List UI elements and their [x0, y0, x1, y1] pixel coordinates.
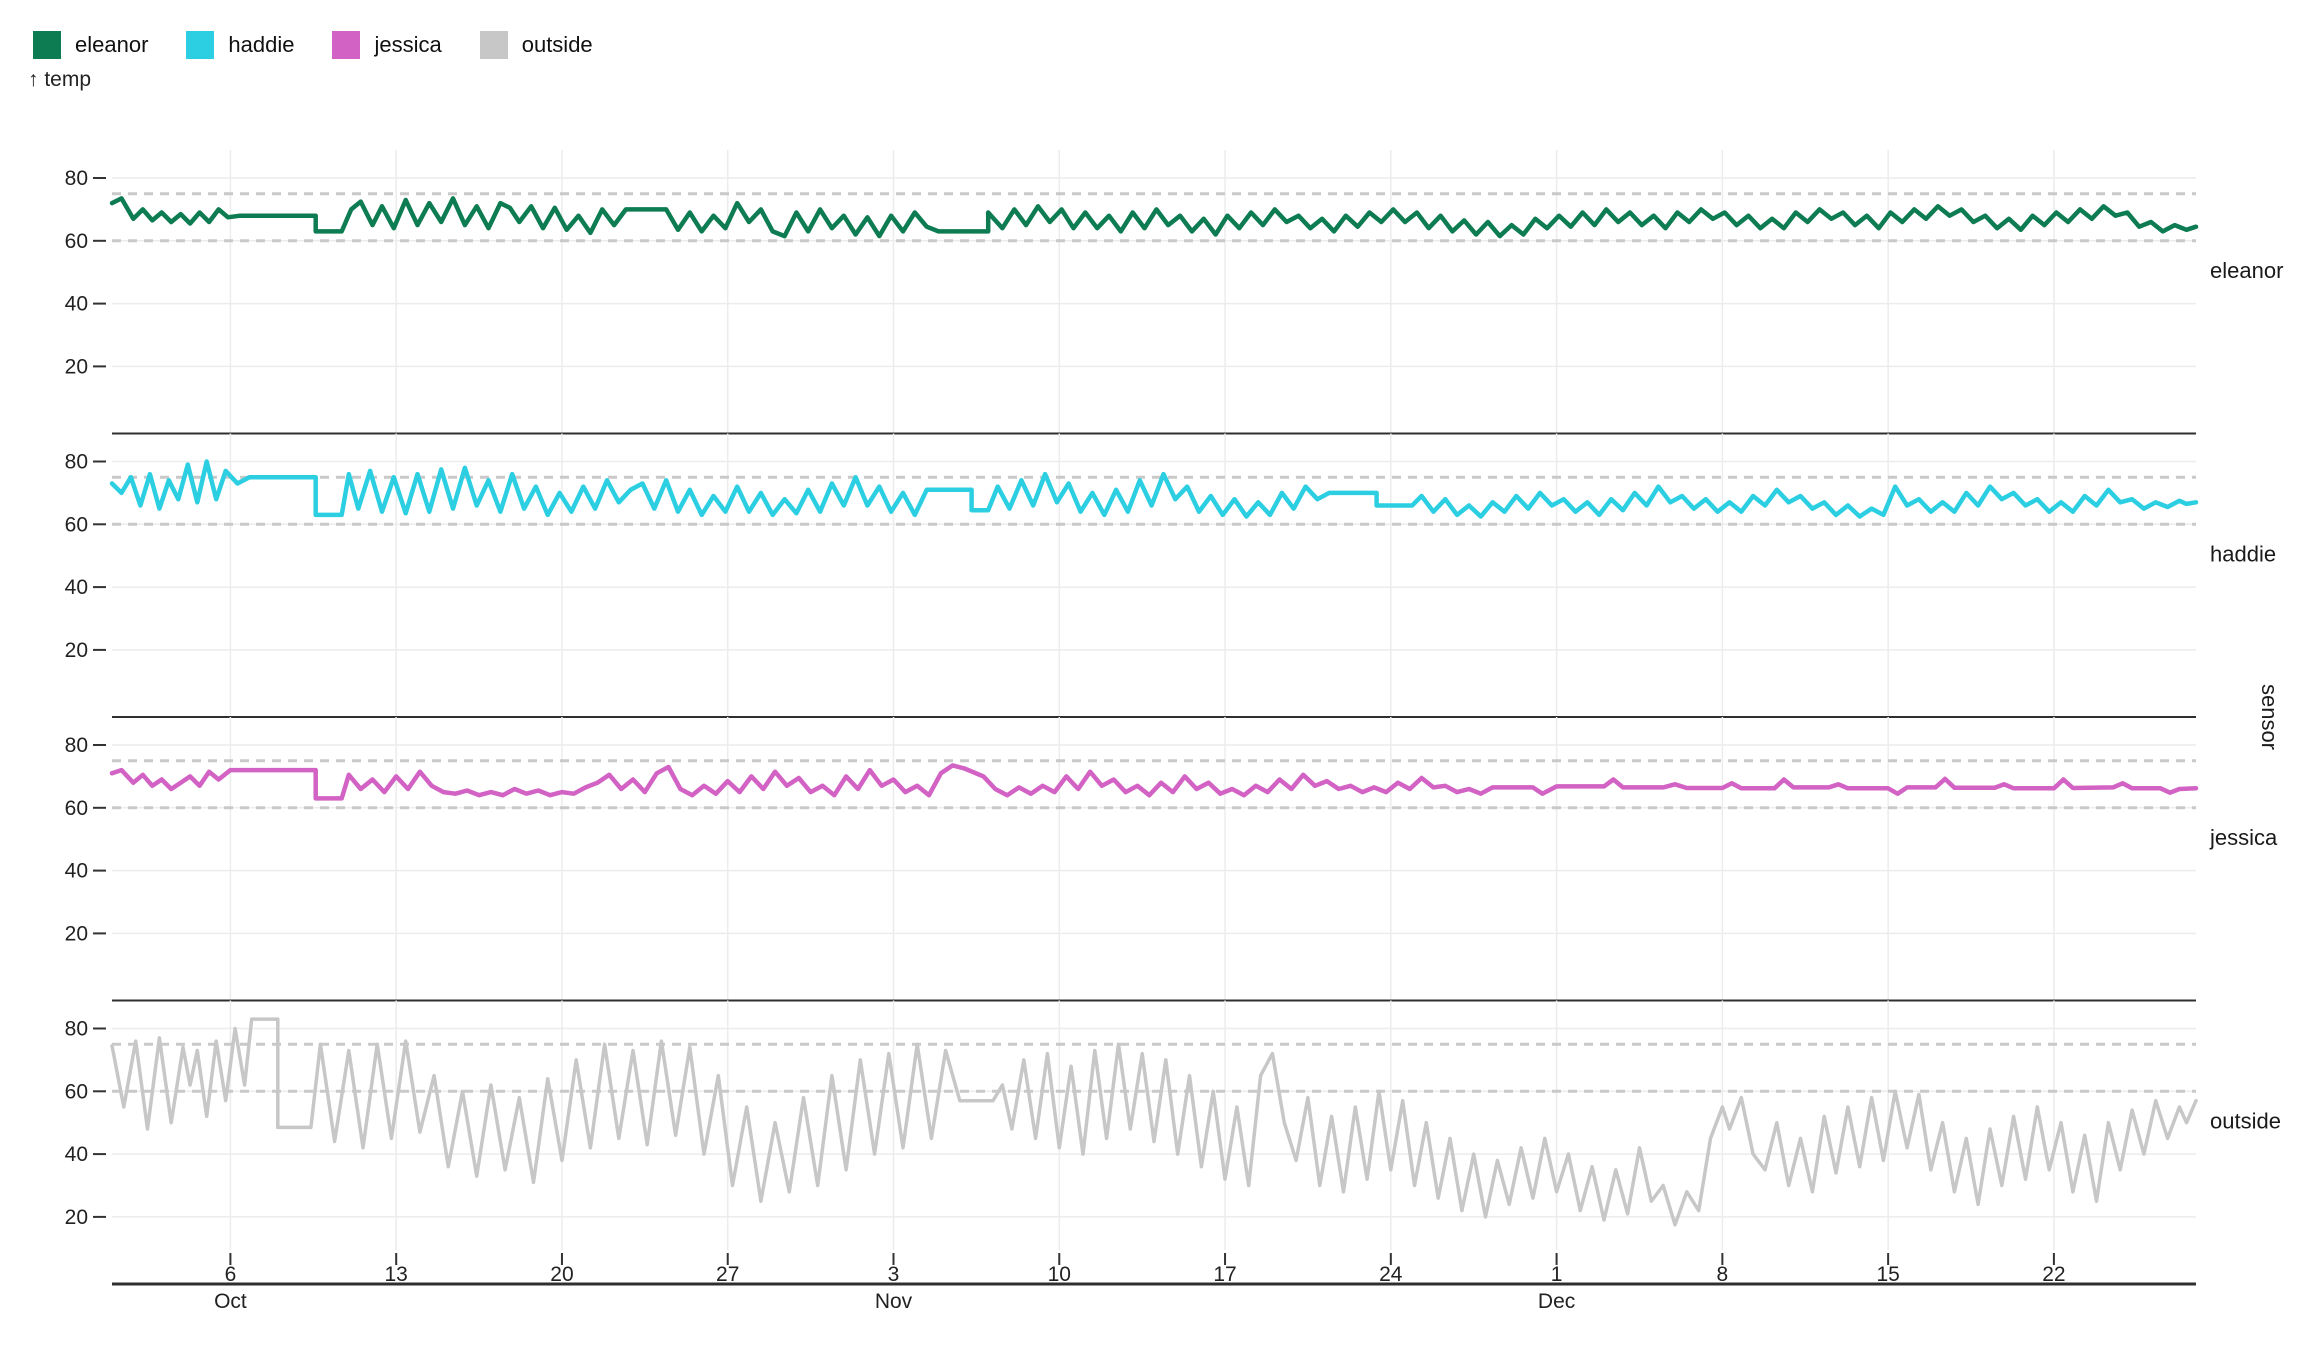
- y-tick-label: 60: [65, 1080, 88, 1103]
- series-line-outside: [110, 1017, 2198, 1227]
- y-tick-label: 80: [65, 451, 88, 474]
- facet-label-jessica: jessica: [2209, 825, 2278, 850]
- y-tick-label: 60: [65, 230, 88, 253]
- x-tick-label: 1: [1551, 1263, 1563, 1286]
- month-label: Nov: [875, 1290, 913, 1313]
- y-tick-label: 20: [65, 639, 88, 662]
- y-tick-label: 80: [65, 734, 88, 757]
- legend-swatch-icon: [479, 31, 508, 59]
- legend-label: haddie: [228, 32, 295, 57]
- x-tick-label: 15: [1876, 1263, 1899, 1286]
- y-tick-label: 40: [65, 860, 88, 883]
- x-tick-label: 24: [1379, 1263, 1403, 1286]
- y-tick-label: 40: [65, 293, 88, 316]
- legend-label: jessica: [374, 32, 442, 57]
- x-tick-label: 3: [888, 1263, 900, 1286]
- y-tick-label: 20: [65, 922, 88, 945]
- legend-item-eleanor: eleanor: [33, 31, 148, 59]
- legend-item-jessica: jessica: [332, 31, 442, 59]
- legend-item-haddie: haddie: [186, 31, 294, 59]
- y-tick-label: 60: [65, 513, 88, 536]
- facet-label-eleanor: eleanor: [2210, 258, 2283, 283]
- y-tick-label: 40: [65, 576, 88, 599]
- x-tick-label: 13: [385, 1263, 408, 1286]
- legend-label: eleanor: [75, 32, 149, 57]
- y-tick-label: 80: [65, 1018, 88, 1041]
- series-line-haddie: [109, 459, 2199, 519]
- y-tick-label: 20: [65, 1206, 88, 1229]
- legend-swatch-icon: [332, 31, 361, 59]
- facet-label-outside: outside: [2210, 1109, 2281, 1134]
- legend-swatch-icon: [186, 31, 215, 59]
- x-tick-label: 20: [550, 1263, 573, 1286]
- x-tick-label: 10: [1048, 1263, 1071, 1286]
- x-tick-label: 8: [1717, 1263, 1729, 1286]
- series-line-eleanor: [109, 196, 2199, 239]
- x-tick-label: 22: [2042, 1263, 2065, 1286]
- x-tick-label: 17: [1213, 1263, 1236, 1286]
- y-tick-label: 60: [65, 797, 88, 820]
- month-label: Dec: [1538, 1290, 1575, 1313]
- legend-swatch-icon: [33, 31, 61, 59]
- x-tick-label: 6: [225, 1263, 237, 1286]
- legend: eleanor haddie jessica outside: [33, 31, 593, 59]
- facet-label-haddie: haddie: [2210, 542, 2276, 567]
- facet-axis-title: sensor: [2257, 684, 2282, 750]
- y-tick-label: 80: [65, 167, 88, 190]
- y-axis-title: ↑ temp: [28, 68, 92, 91]
- y-tick-label: 20: [65, 355, 88, 378]
- y-tick-label: 40: [65, 1143, 88, 1166]
- legend-label: outside: [521, 32, 593, 57]
- x-tick-label: 27: [716, 1263, 739, 1286]
- series-line-jessica: [109, 763, 2199, 801]
- legend-item-outside: outside: [479, 31, 593, 59]
- month-label: Oct: [214, 1290, 247, 1313]
